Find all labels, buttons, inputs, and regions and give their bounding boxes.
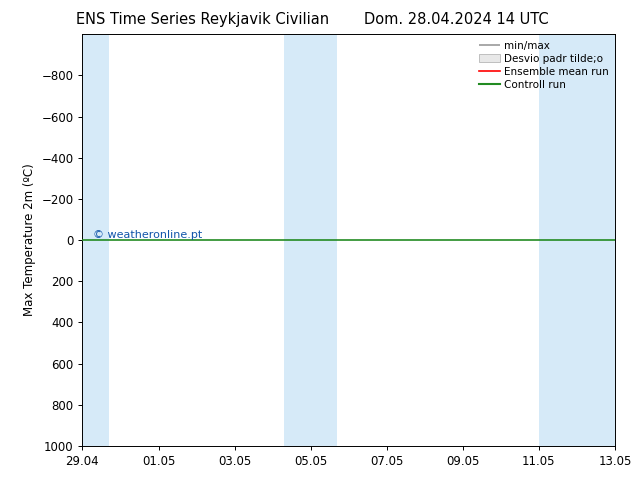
- Bar: [82, 34, 109, 446]
- Bar: [284, 34, 337, 446]
- Text: ENS Time Series Reykjavik Civilian: ENS Time Series Reykjavik Civilian: [76, 12, 330, 27]
- Text: © weatheronline.pt: © weatheronline.pt: [93, 230, 202, 240]
- Text: Dom. 28.04.2024 14 UTC: Dom. 28.04.2024 14 UTC: [364, 12, 549, 27]
- Y-axis label: Max Temperature 2m (ºC): Max Temperature 2m (ºC): [23, 164, 36, 317]
- Legend: min/max, Desvio padr tilde;o, Ensemble mean run, Controll run: min/max, Desvio padr tilde;o, Ensemble m…: [475, 36, 613, 94]
- Bar: [539, 34, 615, 446]
